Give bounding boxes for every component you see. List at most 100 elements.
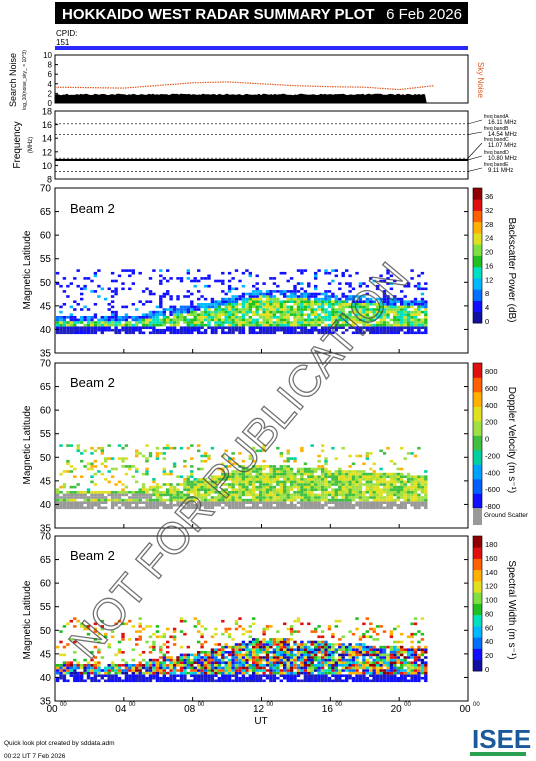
velocity-cell <box>351 493 356 497</box>
velocity-cell <box>152 491 156 494</box>
power-cell <box>238 279 242 283</box>
velocity-cell <box>269 491 273 494</box>
width-cell <box>389 679 394 683</box>
width-cell <box>279 656 283 659</box>
power-cell <box>296 269 301 272</box>
power-cell <box>262 318 266 322</box>
width-cell <box>231 669 235 672</box>
velocity-cell <box>283 485 287 489</box>
velocity-cell <box>262 493 266 497</box>
width-cell <box>214 632 218 636</box>
power-cell <box>276 326 280 329</box>
power-cell <box>396 318 400 322</box>
width-cell <box>369 671 373 675</box>
width-cell <box>238 679 242 683</box>
velocity-cell <box>265 503 270 507</box>
width-cell <box>252 674 256 677</box>
power-cell <box>365 326 369 329</box>
power-cell <box>141 290 146 293</box>
power-cell <box>97 318 101 322</box>
velocity-cell <box>289 501 294 504</box>
power-cell <box>159 295 163 298</box>
velocity-cell <box>155 496 160 499</box>
width-cell <box>393 658 397 662</box>
width-cell <box>382 656 387 659</box>
width-cell <box>317 664 321 667</box>
velocity-cell <box>107 480 111 484</box>
power-cell <box>221 318 225 322</box>
width-cell <box>286 627 290 631</box>
width-cell <box>252 640 256 644</box>
power-cell <box>176 313 180 316</box>
velocity-cell <box>289 475 294 478</box>
power-cell <box>83 323 87 327</box>
width-cell <box>183 653 187 657</box>
power-cell <box>172 305 177 309</box>
width-cell <box>66 664 70 667</box>
width-cell <box>379 625 383 628</box>
velocity-cell <box>372 478 376 481</box>
velocity-cell <box>348 472 352 476</box>
power-cell <box>424 303 428 306</box>
width-cell <box>69 669 73 672</box>
velocity-cell <box>155 452 160 455</box>
velocity-cell <box>238 506 242 510</box>
power-cell <box>86 326 91 329</box>
power-cell <box>400 318 404 322</box>
velocity-cell <box>117 498 122 502</box>
width-cell <box>262 656 266 659</box>
velocity-cell <box>148 485 153 489</box>
x-tick-label: 00 <box>46 704 58 715</box>
velocity-cell <box>265 465 270 468</box>
velocity-cell <box>265 475 270 478</box>
width-cell <box>121 632 125 636</box>
power-cell <box>83 305 87 309</box>
velocity-cell <box>334 506 338 510</box>
power-cell <box>393 326 397 329</box>
velocity-cell <box>314 470 318 473</box>
velocity-cell <box>190 498 194 502</box>
power-cell <box>221 300 225 303</box>
power-cell <box>193 323 197 327</box>
velocity-cell <box>338 503 342 507</box>
width-cell <box>141 658 146 662</box>
width-cell <box>351 645 356 649</box>
velocity-cell <box>162 483 166 486</box>
velocity-cell <box>400 467 404 471</box>
width-cell <box>334 658 338 662</box>
width-cell <box>389 645 394 649</box>
width-cell <box>324 656 328 659</box>
width-cell <box>217 653 221 657</box>
width-cell <box>403 656 407 659</box>
power-cell <box>114 328 118 332</box>
width-cell <box>86 661 91 664</box>
power-cell <box>393 297 397 301</box>
width-cell <box>117 664 122 667</box>
power-cell <box>307 328 311 332</box>
power-cell <box>107 287 111 291</box>
colorbar-tick-label: 40 <box>485 637 493 646</box>
velocity-cell <box>55 493 60 497</box>
width-cell <box>62 671 67 675</box>
width-cell <box>97 651 101 654</box>
width-cell <box>338 679 342 683</box>
width-cell <box>410 679 414 683</box>
width-cell <box>369 666 373 670</box>
power-cell <box>197 313 201 316</box>
width-cell <box>300 640 304 644</box>
lat-ytick-label: 35 <box>40 524 52 535</box>
power-cell <box>276 290 280 293</box>
velocity-cell <box>324 496 328 499</box>
power-cell <box>417 310 421 314</box>
lat-ytick-label: 55 <box>40 429 52 440</box>
width-cell <box>369 669 373 672</box>
frequency-ylabel: Frequency <box>12 121 23 168</box>
velocity-cell <box>224 475 228 478</box>
width-cell <box>314 656 318 659</box>
velocity-cell <box>365 506 369 510</box>
velocity-cell <box>245 472 249 476</box>
width-cell <box>90 658 94 662</box>
power-cell <box>55 331 60 335</box>
velocity-cell <box>314 506 318 510</box>
power-cell <box>410 313 414 316</box>
